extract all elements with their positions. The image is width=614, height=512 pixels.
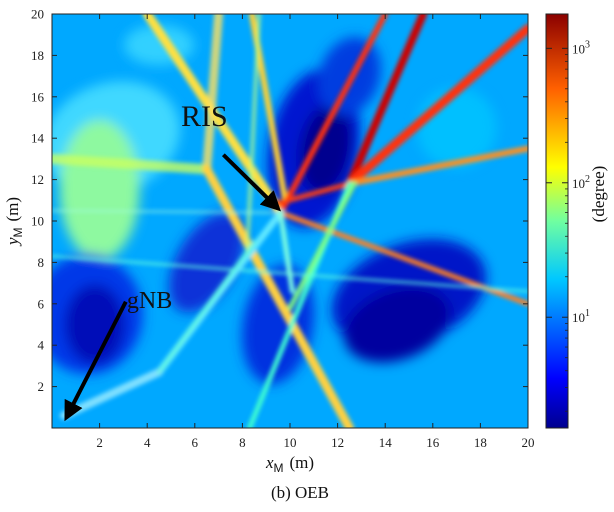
heatmap-blob [344,286,451,363]
colorbar-label: (degree) [589,166,608,223]
y-axis-ticks: 2 4 6 8 10 12 14 16 18 20 [31,7,528,394]
annotation-arrow [64,300,128,422]
colorbar-tick-label: 103 [572,39,590,56]
heatmap-ridges [52,14,528,428]
heatmap-blob [59,119,140,260]
x-tick-label: 14 [379,435,393,450]
figure-caption: (b) OEB [271,483,329,502]
x-axis-var: x [265,453,274,472]
heatmap-blob [64,284,125,365]
colorbar-tick-label: 101 [572,308,590,325]
y-tick-label: 10 [31,214,44,229]
x-tick-label: 16 [426,435,440,450]
annotation-label: RIS [181,100,228,133]
x-tick-label: 2 [96,435,103,450]
y-tick-label: 18 [31,48,44,63]
heatmap-ridge [52,153,212,175]
x-tick-label: 12 [331,435,344,450]
colorbar [545,13,569,429]
heatmap-ridge [346,145,528,187]
x-axis-unit: (m) [290,453,315,472]
colorbar-ticks: 101 102 103 [546,39,590,412]
heatmap-blob [299,104,352,194]
annotation-arrow [221,153,281,212]
x-tick-label: 10 [284,435,297,450]
y-axis-var: y [3,237,22,247]
x-tick-label: 4 [144,435,151,450]
x-tick-label: 8 [239,435,246,450]
heatmap-ridge [345,23,528,189]
x-tick-label: 6 [192,435,199,450]
x-axis-label: xM (m) [265,453,314,475]
annotation-label: gNB [127,288,172,314]
y-tick-label: 2 [38,379,45,394]
y-tick-label: 12 [31,172,44,187]
heatmap-ridge [277,210,295,294]
y-tick-label: 20 [31,7,44,22]
heatmap-field [52,14,528,428]
heatmap-ridge [202,14,224,174]
y-tick-label: 6 [38,296,45,311]
y-tick-label: 14 [31,131,45,146]
y-axis-sub: M [11,228,25,238]
x-axis-ticks: 2 4 6 8 10 12 14 16 18 20 [96,14,535,450]
heatmap-ridge [345,14,428,188]
colorbar-tick-label: 102 [572,174,590,191]
x-tick-label: 20 [522,435,535,450]
y-tick-label: 16 [31,89,45,104]
y-axis-unit: (m) [3,197,22,222]
annotations: RIS gNB [64,100,281,422]
heatmap-ridge [287,181,357,311]
heatmap-ridge [277,14,389,216]
heatmap-ridge [157,239,257,375]
x-axis-sub: M [274,461,284,475]
x-tick-label: 18 [474,435,487,450]
y-tick-label: 8 [38,255,45,270]
heatmap-ridge [52,209,282,215]
heatmap-ridge [270,181,352,207]
y-tick-label: 4 [38,338,45,353]
y-axis-label: yM (m) [3,197,25,247]
